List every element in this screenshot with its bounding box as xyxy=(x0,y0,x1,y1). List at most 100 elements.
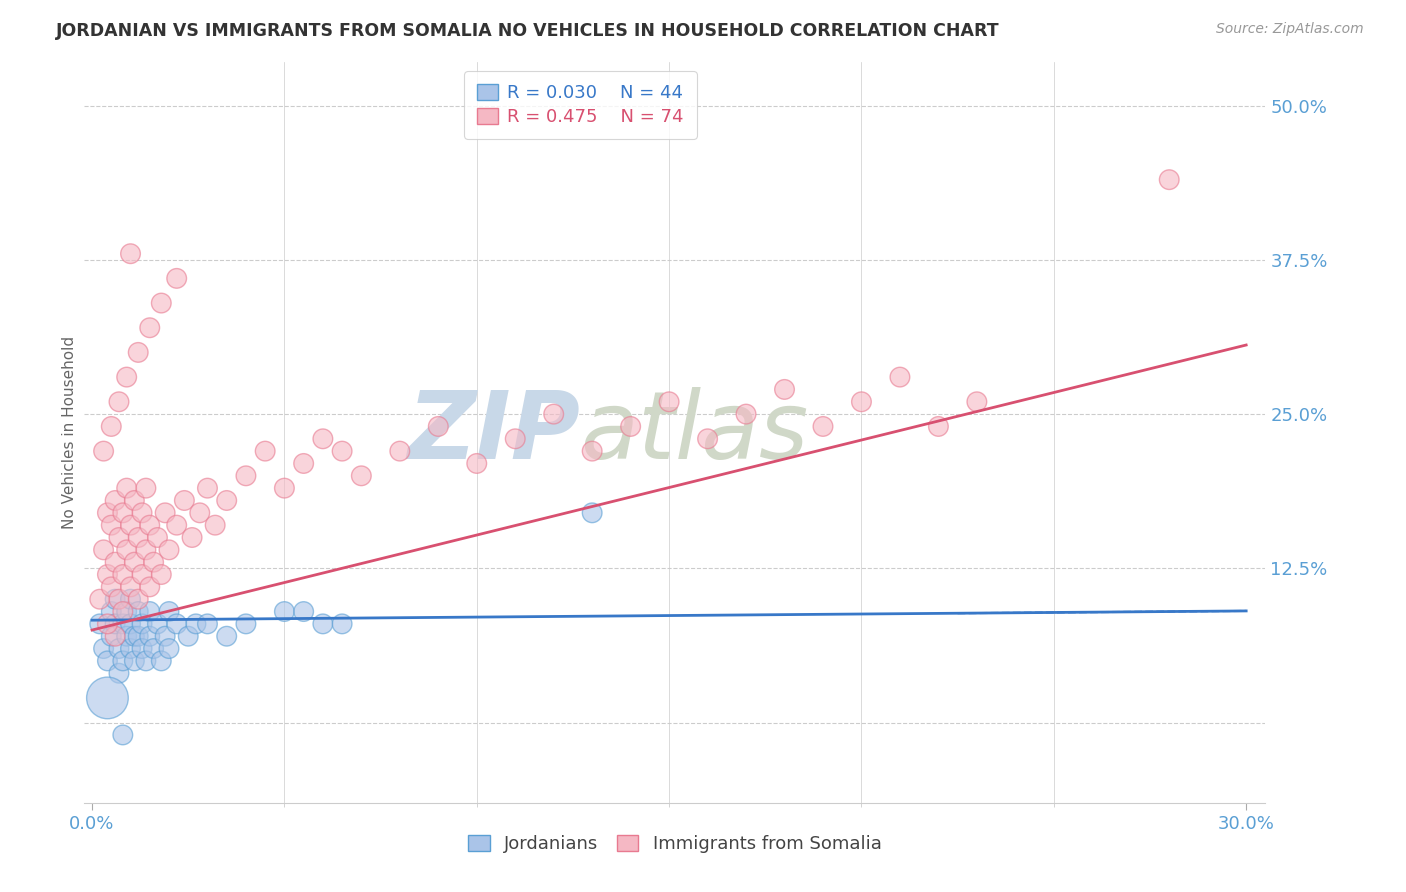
Point xyxy=(96,690,118,705)
Point xyxy=(150,654,173,668)
Point xyxy=(142,555,165,569)
Point xyxy=(851,394,873,409)
Point xyxy=(312,432,335,446)
Point xyxy=(146,531,169,545)
Point xyxy=(96,654,118,668)
Point xyxy=(254,444,277,458)
Point xyxy=(503,432,526,446)
Point xyxy=(427,419,450,434)
Point xyxy=(215,629,238,643)
Point xyxy=(93,641,115,656)
Point xyxy=(89,592,111,607)
Text: atlas: atlas xyxy=(581,387,808,478)
Point xyxy=(120,246,142,260)
Point xyxy=(135,654,157,668)
Point xyxy=(157,605,180,619)
Point xyxy=(104,629,127,643)
Text: ZIP: ZIP xyxy=(408,386,581,479)
Point xyxy=(104,592,127,607)
Point xyxy=(100,580,122,594)
Y-axis label: No Vehicles in Household: No Vehicles in Household xyxy=(62,336,77,529)
Point xyxy=(124,629,146,643)
Point xyxy=(93,542,115,557)
Point xyxy=(120,518,142,533)
Text: Source: ZipAtlas.com: Source: ZipAtlas.com xyxy=(1216,22,1364,37)
Point xyxy=(330,444,353,458)
Point xyxy=(120,641,142,656)
Point xyxy=(235,468,257,483)
Point xyxy=(131,616,153,631)
Point xyxy=(135,481,157,495)
Point xyxy=(177,629,200,643)
Point xyxy=(181,531,204,545)
Point xyxy=(312,616,335,631)
Point xyxy=(696,432,718,446)
Legend: Jordanians, Immigrants from Somalia: Jordanians, Immigrants from Somalia xyxy=(461,828,889,861)
Point xyxy=(150,296,173,310)
Point xyxy=(127,605,149,619)
Point xyxy=(115,481,138,495)
Point xyxy=(108,394,131,409)
Point xyxy=(111,605,134,619)
Point xyxy=(157,542,180,557)
Point xyxy=(100,629,122,643)
Point xyxy=(96,506,118,520)
Point xyxy=(104,616,127,631)
Point xyxy=(139,629,162,643)
Point xyxy=(273,605,295,619)
Point xyxy=(350,468,373,483)
Point xyxy=(111,616,134,631)
Point xyxy=(166,616,188,631)
Point xyxy=(273,481,295,495)
Point xyxy=(773,383,796,397)
Point xyxy=(197,616,219,631)
Point xyxy=(127,531,149,545)
Point xyxy=(146,616,169,631)
Point xyxy=(127,629,149,643)
Point xyxy=(197,481,219,495)
Text: JORDANIAN VS IMMIGRANTS FROM SOMALIA NO VEHICLES IN HOUSEHOLD CORRELATION CHART: JORDANIAN VS IMMIGRANTS FROM SOMALIA NO … xyxy=(56,22,1000,40)
Point xyxy=(93,444,115,458)
Point xyxy=(153,629,176,643)
Point xyxy=(89,616,111,631)
Point xyxy=(131,641,153,656)
Point xyxy=(620,419,643,434)
Point xyxy=(139,320,162,334)
Point xyxy=(96,616,118,631)
Point xyxy=(204,518,226,533)
Point xyxy=(292,457,315,471)
Point xyxy=(581,506,603,520)
Point xyxy=(111,567,134,582)
Point xyxy=(811,419,834,434)
Point xyxy=(135,542,157,557)
Point xyxy=(115,629,138,643)
Point xyxy=(966,394,988,409)
Point xyxy=(142,641,165,656)
Point xyxy=(115,542,138,557)
Point xyxy=(658,394,681,409)
Point xyxy=(111,506,134,520)
Point xyxy=(124,555,146,569)
Point xyxy=(139,518,162,533)
Point xyxy=(127,345,149,359)
Point xyxy=(100,419,122,434)
Point xyxy=(1159,172,1181,186)
Point xyxy=(115,370,138,384)
Point xyxy=(927,419,949,434)
Point xyxy=(104,493,127,508)
Point xyxy=(166,518,188,533)
Point xyxy=(139,605,162,619)
Point xyxy=(139,580,162,594)
Point xyxy=(173,493,195,508)
Point xyxy=(120,592,142,607)
Point xyxy=(115,605,138,619)
Point xyxy=(100,518,122,533)
Point xyxy=(157,641,180,656)
Point xyxy=(465,457,488,471)
Point xyxy=(127,592,149,607)
Point xyxy=(108,641,131,656)
Point xyxy=(96,567,118,582)
Point xyxy=(330,616,353,631)
Point xyxy=(388,444,411,458)
Point xyxy=(120,616,142,631)
